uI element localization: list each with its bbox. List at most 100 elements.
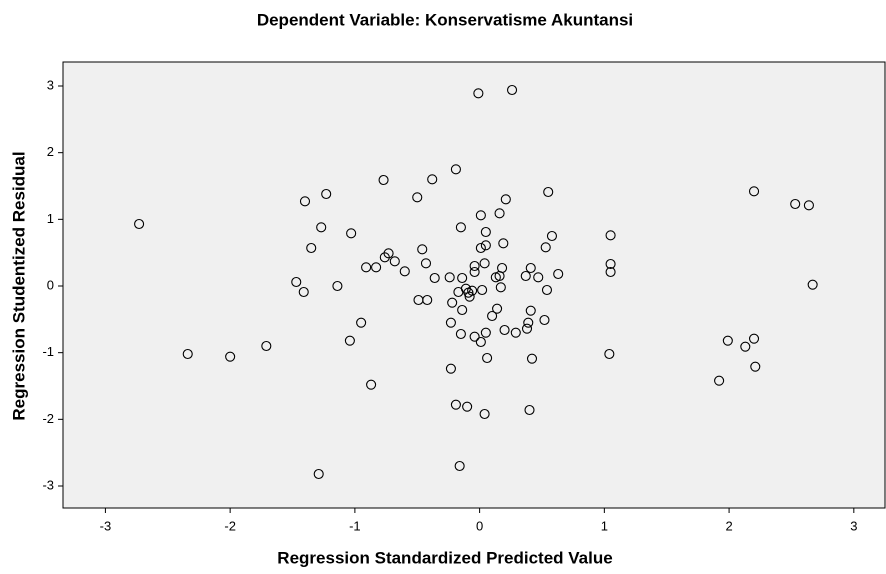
point (807, 279, 818, 290)
point (604, 348, 615, 360)
point (803, 200, 814, 211)
y-tick-label: 3 (47, 77, 54, 92)
point (524, 404, 535, 416)
point (605, 230, 616, 241)
point (475, 210, 486, 221)
point (134, 218, 145, 230)
point (510, 327, 521, 338)
point (422, 294, 433, 306)
y-tick-label: 0 (47, 277, 54, 292)
point (714, 375, 725, 386)
point (366, 379, 377, 390)
point (457, 304, 468, 316)
point (492, 303, 503, 314)
x-axis-label: Regression Standardized Predicted Value (277, 548, 612, 567)
point (475, 242, 486, 254)
y-tick-label: -3 (42, 477, 54, 492)
point (464, 291, 475, 302)
point (371, 262, 382, 273)
point (182, 348, 193, 360)
point (500, 194, 511, 205)
point (494, 208, 505, 219)
point (313, 468, 324, 480)
y-tick-label: 1 (47, 211, 54, 226)
point (454, 460, 465, 472)
point (499, 324, 510, 336)
point (306, 242, 317, 254)
point (722, 335, 733, 346)
point (605, 258, 616, 270)
x-tick-label: 1 (601, 518, 608, 533)
point (389, 256, 400, 267)
point (525, 262, 536, 274)
point (429, 272, 440, 284)
point (790, 198, 801, 210)
point (479, 408, 490, 420)
point (291, 276, 302, 288)
x-tick-label: -1 (349, 518, 361, 533)
point (506, 84, 518, 96)
point (383, 248, 394, 259)
y-axis-label: Regression Studentized Residual (9, 151, 28, 420)
point (533, 272, 544, 283)
point (480, 240, 491, 251)
point (450, 399, 461, 410)
point (543, 186, 554, 198)
point (521, 323, 533, 334)
point (462, 401, 473, 412)
point (482, 352, 493, 364)
point (378, 174, 389, 186)
point (605, 266, 616, 278)
point (298, 286, 309, 298)
point (457, 272, 468, 284)
point (540, 242, 551, 253)
y-tick-label: -2 (42, 411, 54, 426)
y-tick-label: 2 (47, 144, 54, 159)
point (546, 230, 558, 242)
point (467, 285, 478, 296)
point (445, 363, 456, 374)
point (748, 333, 760, 344)
point (523, 317, 534, 328)
chart-title: Dependent Variable: Konservatisme Akunta… (257, 10, 633, 29)
point (469, 266, 480, 278)
point (473, 88, 484, 99)
point (553, 268, 564, 280)
point (498, 238, 509, 249)
point (316, 222, 327, 233)
point (455, 222, 466, 233)
point (412, 192, 423, 203)
x-tick-label: 0 (476, 518, 483, 533)
point (495, 282, 506, 293)
point (477, 284, 488, 296)
x-tick-label: 3 (850, 518, 857, 533)
point (526, 353, 538, 364)
point (497, 262, 508, 274)
point (520, 270, 531, 282)
point (539, 314, 550, 326)
point (299, 196, 311, 207)
point (487, 310, 498, 322)
point (450, 164, 461, 175)
point (356, 317, 367, 328)
point (447, 297, 458, 308)
point (541, 284, 553, 296)
point (748, 186, 760, 197)
plot-area (62, 61, 886, 509)
point (455, 328, 466, 340)
point (261, 340, 272, 352)
point (445, 317, 456, 328)
point (469, 331, 480, 342)
point (469, 260, 480, 272)
point (480, 226, 491, 238)
x-tick-label: -3 (100, 518, 112, 533)
y-tick-label: -1 (42, 344, 54, 359)
point (344, 335, 355, 346)
point (332, 280, 343, 292)
point (479, 258, 490, 269)
point (346, 228, 357, 239)
point (420, 258, 432, 269)
point (475, 336, 486, 348)
x-tick-label: -2 (224, 518, 236, 533)
